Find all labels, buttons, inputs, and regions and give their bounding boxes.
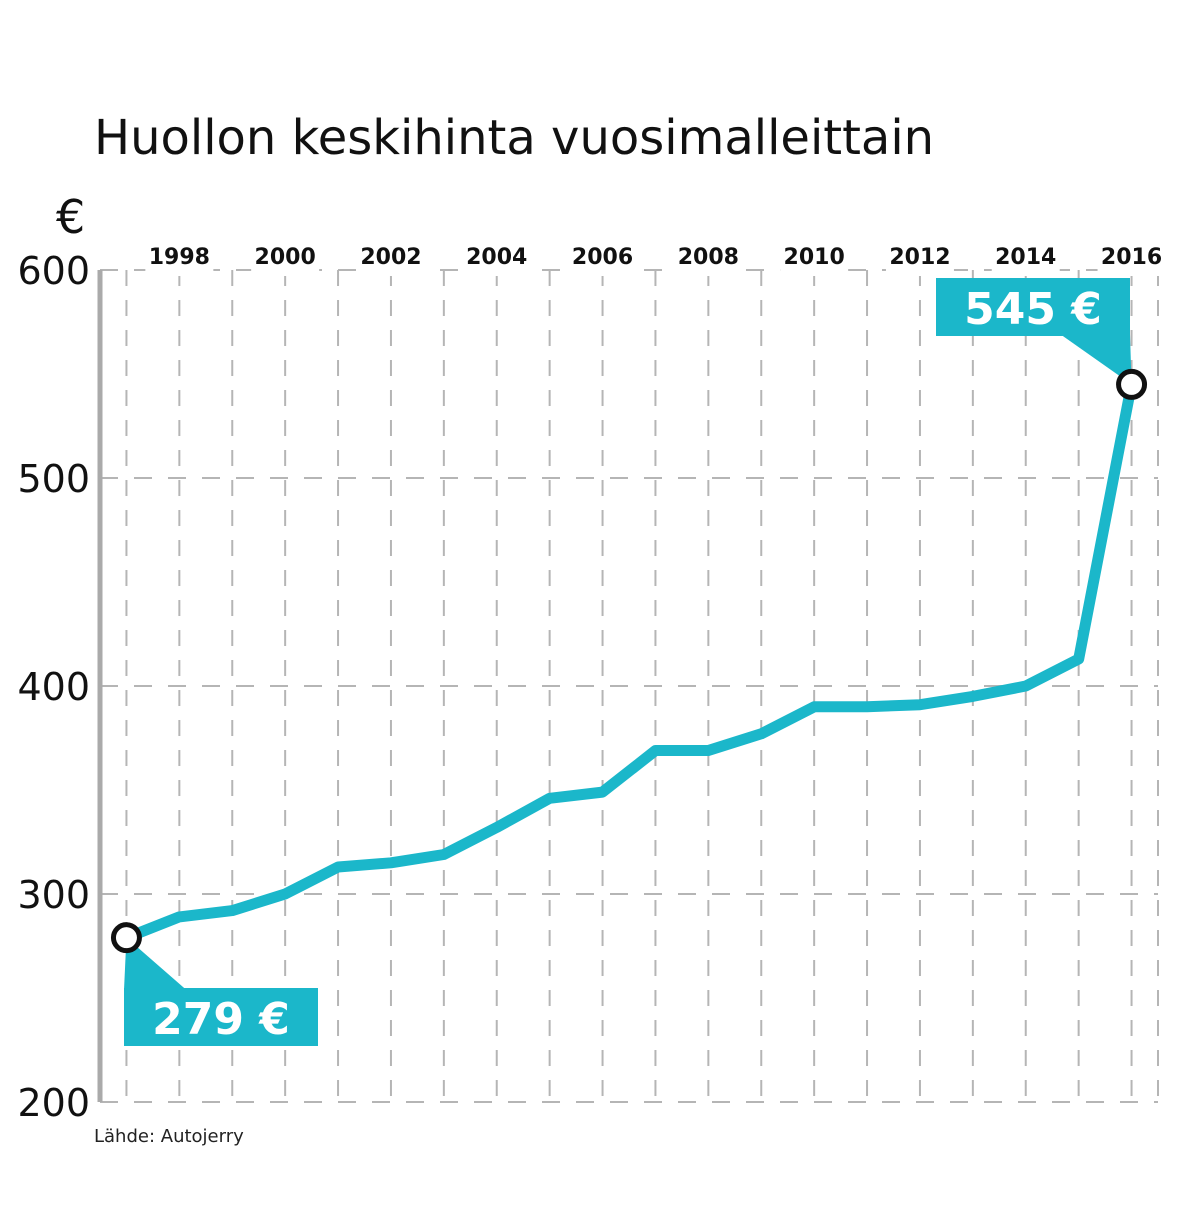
x-tick-label-background <box>674 250 743 276</box>
callout-box <box>936 278 1130 336</box>
x-tick-label-background <box>1097 250 1166 276</box>
callout-pointer <box>124 937 187 990</box>
y-tick-label: 200 <box>17 1081 90 1125</box>
x-tick-label: 2006 <box>572 245 633 270</box>
x-tick-label: 1998 <box>149 245 210 270</box>
y-tick-label: 400 <box>17 665 90 709</box>
y-axis-ticks: 200 300 400 500 600 <box>17 249 90 1125</box>
x-tick-label: 2016 <box>1101 245 1162 270</box>
data-point-marker <box>1116 368 1148 400</box>
x-tick-label-background <box>251 250 320 276</box>
x-tick-label-background <box>462 250 531 276</box>
y-tick-label: 300 <box>17 873 90 917</box>
x-tick-label: 2008 <box>678 245 739 270</box>
series-line <box>121 378 1137 944</box>
markers <box>110 368 1148 954</box>
callout-pointer <box>1060 334 1132 385</box>
callout-label: 279 € <box>152 994 290 1045</box>
x-tick-label: 2004 <box>466 245 527 270</box>
y-axis-unit-label: € <box>56 190 85 244</box>
x-tick-label: 2014 <box>995 245 1056 270</box>
y-tick-label: 500 <box>17 457 90 501</box>
x-tick-label-background <box>780 250 849 276</box>
x-tick-label-background <box>885 250 954 276</box>
y-tick-label: 600 <box>17 249 90 293</box>
x-axis-ticks: 1998 2000 2002 2004 2006 2008 2010 2012 2014 2016 <box>145 245 1166 276</box>
x-tick-label: 2012 <box>889 245 950 270</box>
x-tick-label-background <box>145 250 214 276</box>
x-tick-label: 2010 <box>784 245 845 270</box>
callout-box <box>124 988 318 1046</box>
x-tick-label-background <box>991 250 1060 276</box>
source-note: Lähde: Autojerry <box>94 1126 244 1147</box>
x-tick-label: 2002 <box>360 245 421 270</box>
x-tick-label: 2000 <box>255 245 316 270</box>
callout-label: 545 € <box>964 284 1102 335</box>
chart-title: Huollon keskihinta vuosimalleittain <box>94 110 934 166</box>
callouts: 279 € 545 € <box>124 278 1132 1046</box>
data-point-marker <box>110 922 142 954</box>
x-tick-label-background <box>356 250 425 276</box>
x-tick-label-background <box>568 250 637 276</box>
